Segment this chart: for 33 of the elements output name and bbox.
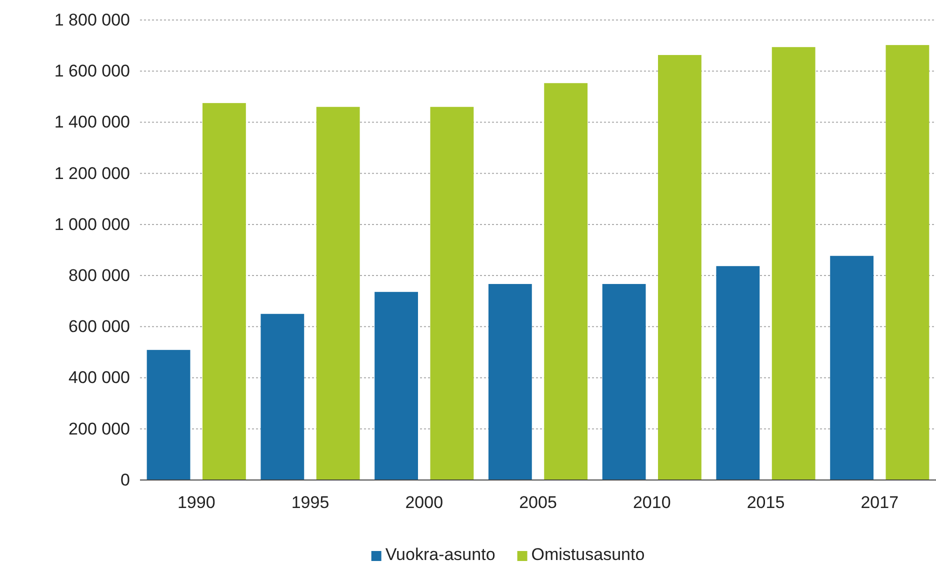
bar: [830, 256, 874, 480]
x-tick-label: 2015: [746, 493, 785, 512]
bar: [886, 45, 930, 480]
bar: [488, 284, 532, 480]
bar: [316, 106, 360, 480]
bar: [374, 292, 418, 480]
x-tick-label: 2000: [405, 493, 444, 512]
bar: [772, 47, 816, 480]
x-tick-label: 2010: [632, 493, 671, 512]
y-tick-label: 1 800 000: [54, 10, 130, 30]
y-tick-label: 1 600 000: [54, 62, 130, 81]
y-tick-label: 400 000: [68, 368, 130, 388]
bar: [202, 103, 246, 480]
bar: [716, 266, 760, 480]
x-tick-label: 1995: [291, 493, 330, 512]
x-tick-label: 2017: [860, 493, 899, 512]
bar: [658, 55, 702, 480]
y-tick-label: 600 000: [68, 317, 130, 336]
legend-label: Omistusasunto: [531, 545, 645, 564]
y-tick-label: 800 000: [68, 266, 130, 285]
bar: [430, 106, 474, 480]
y-tick-label: 200 000: [68, 419, 130, 438]
y-tick-label: 1 200 000: [54, 164, 130, 183]
y-tick-label: 1 400 000: [54, 112, 130, 132]
y-tick-label: 0: [120, 470, 130, 490]
x-tick-label: 1990: [177, 493, 216, 512]
y-tick-label: 1 000 000: [54, 214, 130, 234]
bar: [260, 314, 304, 480]
bar: [544, 83, 588, 480]
x-tick-label: 2005: [519, 493, 557, 512]
legend-label: Vuokra-asunto: [385, 545, 496, 564]
bar: [602, 284, 646, 480]
bar: [146, 350, 190, 480]
